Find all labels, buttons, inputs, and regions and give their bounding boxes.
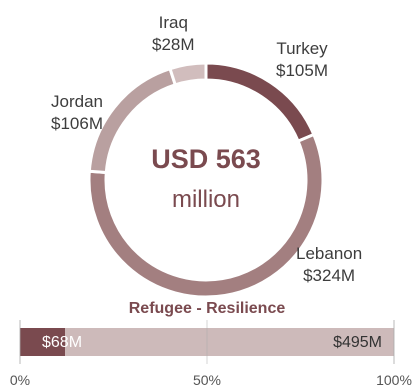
stacked-bar-chart — [19, 320, 395, 364]
slice-label-turkey: Turkey $105M — [276, 38, 328, 82]
bar-segment-label-resilience: $495M — [333, 334, 382, 351]
slice-label-jordan: Jordan $106M — [51, 91, 103, 135]
slice-name-lebanon: Lebanon — [296, 244, 363, 263]
bar-segment-label-refugee: $68M — [42, 334, 83, 351]
slice-value-lebanon: $324M — [303, 266, 356, 285]
slice-label-iraq: Iraq $28M — [152, 12, 195, 56]
x-tick-label: 0% — [9, 372, 31, 388]
donut-center-unit: million — [171, 186, 240, 213]
donut-center-value: USD 563 — [151, 144, 261, 174]
slice-name-turkey: Turkey — [276, 39, 328, 58]
bar-segment-resilience — [65, 328, 394, 356]
slice-value-iraq: $28M — [152, 35, 195, 54]
slice-value-jordan: $106M — [51, 114, 103, 133]
donut-chart — [87, 61, 325, 299]
slice-name-iraq: Iraq — [158, 13, 188, 32]
x-tick-label: 50% — [192, 372, 222, 388]
slice-label-lebanon: Lebanon $324M — [296, 243, 362, 287]
donut-slice-iraq — [168, 61, 208, 87]
bar-segment-refugee — [20, 328, 66, 356]
slice-name-jordan: Jordan — [51, 92, 103, 111]
x-tick-label: 100% — [376, 372, 412, 388]
slice-value-turkey: $105M — [276, 61, 328, 80]
bar-chart-title: Refugee - Resilience — [128, 300, 286, 317]
